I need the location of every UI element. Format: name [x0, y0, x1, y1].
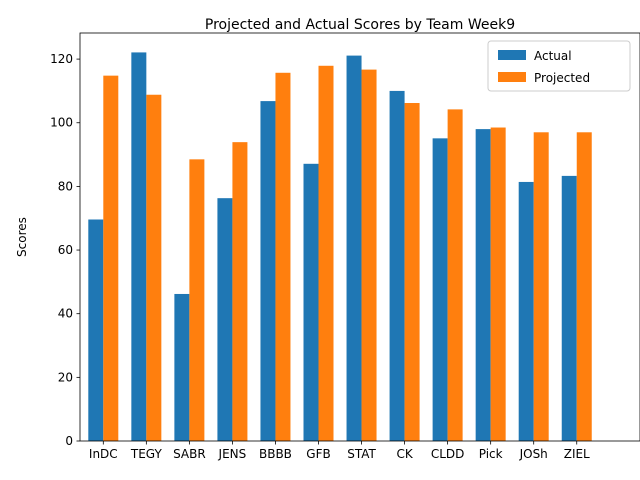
- bar-projected-tegy: [146, 94, 162, 441]
- bar-actual-bbbb: [260, 101, 276, 442]
- bar-projected-indc: [103, 75, 119, 441]
- bar-actual-ziel: [561, 175, 577, 441]
- y-tick-label: 100: [50, 116, 73, 130]
- x-tick-label: CLDD: [431, 447, 465, 461]
- y-tick-label: 0: [65, 434, 73, 448]
- y-tick-label: 80: [58, 179, 73, 193]
- x-tick-label: JENS: [218, 447, 247, 461]
- bar-actual-stat: [346, 55, 362, 441]
- x-axis-ticks: InDC TEGY SABR JENS BBBB GFB STAT CK CLDD Pick JOS…: [89, 441, 590, 461]
- x-tick-label: Pick: [479, 447, 503, 461]
- bar-projected-josh: [533, 132, 549, 441]
- bar-actual-ck: [389, 90, 405, 441]
- bar-projected-sabr: [189, 159, 205, 442]
- x-tick-label: STAT: [347, 447, 376, 461]
- bar-actual-jens: [217, 198, 233, 441]
- bar-actual-indc: [88, 219, 104, 441]
- plot-frame: [79, 32, 640, 442]
- bar-actual-gfb: [303, 163, 319, 441]
- bar-projected-ck: [404, 103, 420, 442]
- y-axis-label: Scores: [15, 217, 29, 257]
- bar-actual-sabr: [174, 293, 190, 441]
- bar-projected-ziel: [576, 132, 592, 441]
- x-tick-label: JOSh: [519, 447, 548, 461]
- bar-actual-pick: [475, 129, 491, 442]
- bar-projected-cldd: [447, 109, 463, 442]
- bar-projected-pick: [490, 127, 506, 441]
- y-tick-label: 40: [58, 307, 73, 321]
- legend: Actual Projected: [487, 40, 631, 92]
- legend-swatch-projected: [498, 72, 526, 82]
- x-tick-label: ZIEL: [564, 447, 590, 461]
- bar-projected-stat: [361, 69, 377, 442]
- legend-label-actual: Actual: [534, 49, 572, 63]
- bar-projected-gfb: [318, 65, 334, 441]
- x-tick-label: SABR: [173, 447, 206, 461]
- bars-group: [88, 52, 592, 442]
- bar-projected-bbbb: [275, 72, 291, 442]
- x-tick-label: InDC: [89, 447, 118, 461]
- legend-swatch-actual: [498, 50, 526, 60]
- y-tick-label: 120: [50, 52, 73, 66]
- y-tick-label: 20: [58, 370, 73, 384]
- y-tick-label: 60: [58, 243, 73, 257]
- legend-label-projected: Projected: [534, 71, 590, 85]
- bar-actual-tegy: [131, 52, 147, 441]
- bar-actual-cldd: [432, 138, 448, 441]
- x-tick-label: GFB: [306, 447, 330, 461]
- y-axis-ticks: 0 20 40 60 80 100 120: [50, 52, 80, 448]
- x-tick-label: BBBB: [259, 447, 292, 461]
- chart-title: Projected and Actual Scores by Team Week…: [205, 17, 515, 33]
- bar-actual-josh: [518, 181, 534, 442]
- x-tick-label: CK: [396, 447, 413, 461]
- x-tick-label: TEGY: [130, 447, 163, 461]
- bar-projected-jens: [232, 142, 248, 441]
